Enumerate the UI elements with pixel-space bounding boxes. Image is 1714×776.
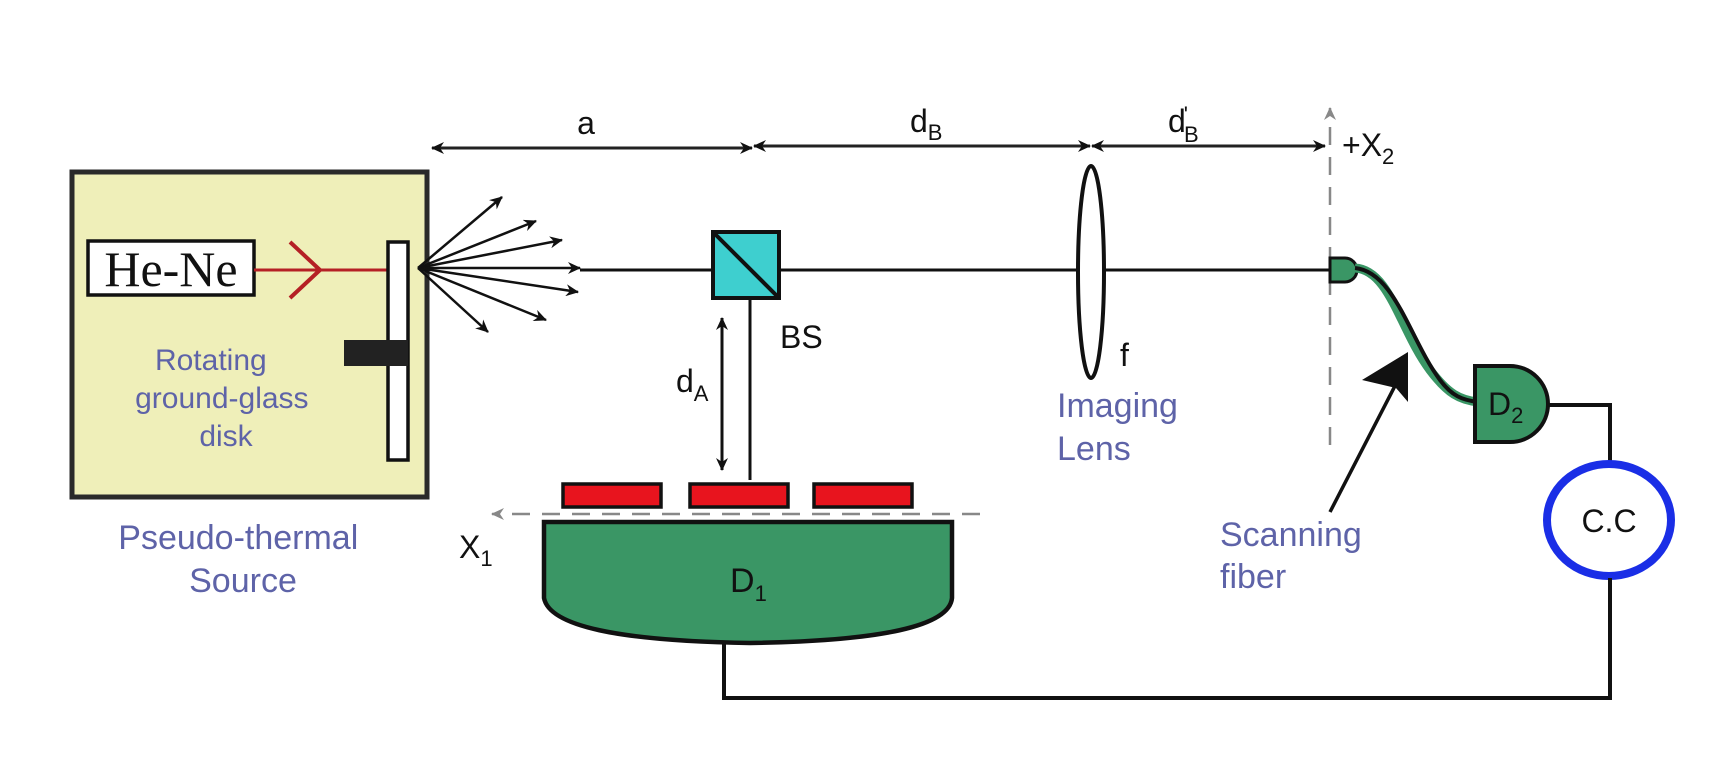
beam-splitter-diagonal <box>711 230 781 300</box>
source-box <box>69 169 430 500</box>
object-slit-2 <box>688 482 790 509</box>
imaging-lens-label: Imaging Lens <box>1057 387 1187 468</box>
x2-axis-label: +X2 <box>1342 127 1394 169</box>
fiber-pointer-arrowhead <box>1362 352 1408 402</box>
laser-box <box>86 239 256 297</box>
lens-focal-label: f <box>1120 337 1129 373</box>
disk-axle <box>344 340 408 366</box>
fiber-tip <box>1328 256 1359 284</box>
bs-label: BS <box>780 319 823 355</box>
dB-prime-label: d' B <box>1168 102 1199 147</box>
detector-d2-label: D2 <box>1488 386 1523 428</box>
dA-label: dA <box>676 363 709 406</box>
wire-d2-to-cc <box>1548 403 1612 462</box>
laser-beam-arrowhead <box>288 240 323 300</box>
detector-d2 <box>1473 364 1550 444</box>
a-label: a <box>577 105 595 141</box>
laser-label: He-Ne <box>104 241 237 297</box>
object-slit-1 <box>561 482 663 509</box>
scattered-rays <box>417 196 581 333</box>
disk-label: Rotating ground-glass disk <box>135 344 317 453</box>
dB-label: dB <box>910 103 942 145</box>
object-slit-3 <box>812 482 914 509</box>
wire-cc-to-d1 <box>722 578 1612 700</box>
coincidence-counter <box>1543 460 1675 580</box>
detector-d1-label: D1 <box>730 562 767 606</box>
x1-axis-label: X1 <box>459 529 493 571</box>
scanning-fiber-label: Scanning fiber <box>1220 516 1371 596</box>
detector-d1 <box>541 519 955 646</box>
source-label: Pseudo-thermal Source <box>118 519 367 600</box>
fiber-pointer-arrow <box>1328 379 1400 513</box>
imaging-lens <box>1076 164 1106 380</box>
scanning-fiber <box>1354 266 1479 404</box>
coincidence-counter-label: C.C <box>1581 503 1636 539</box>
